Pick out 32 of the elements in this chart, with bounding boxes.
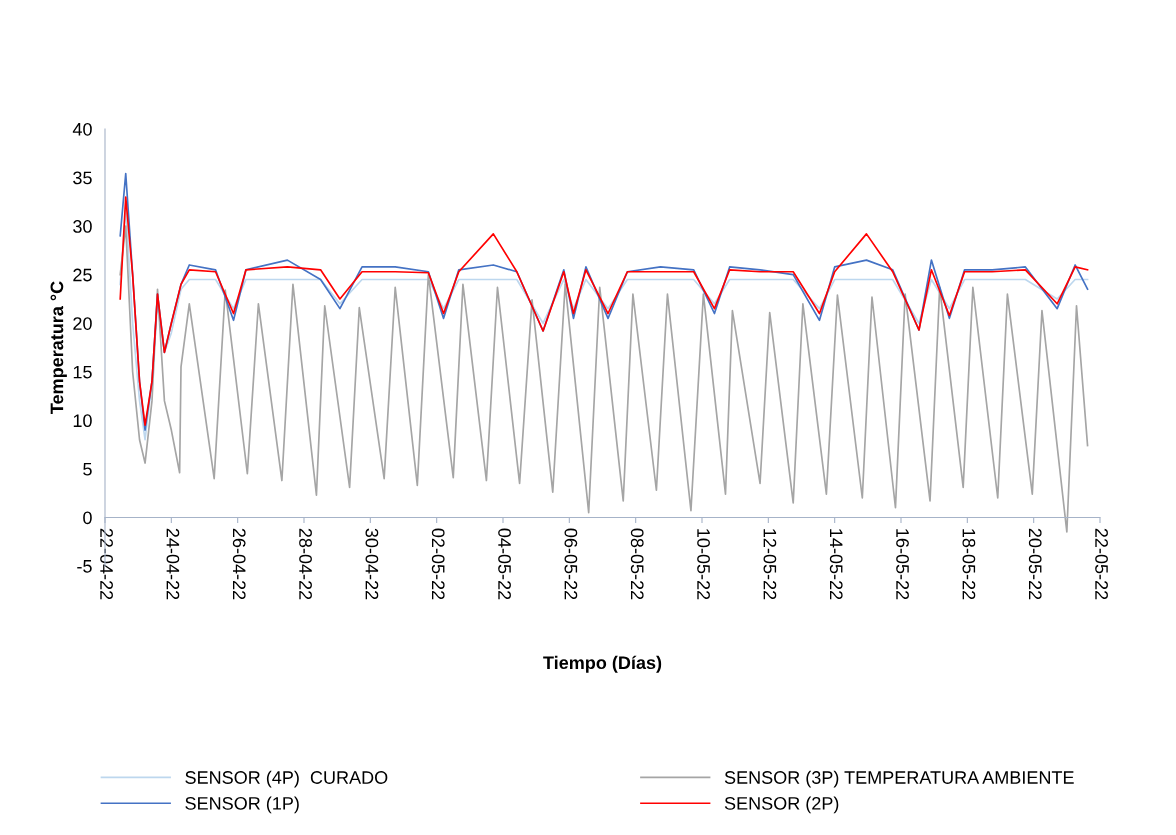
- y-tick-label: 10: [73, 414, 92, 428]
- y-tick-label: 30: [73, 220, 92, 233]
- y-tick-label: 15: [73, 365, 92, 379]
- x-tick-label: 24-04-22: [166, 528, 180, 600]
- x-tick-label: 26-04-22: [232, 528, 246, 600]
- x-tick-label: 20-05-22: [1028, 528, 1042, 600]
- x-tick-label: 04-05-22: [498, 528, 511, 600]
- y-tick-label: 25: [73, 268, 92, 282]
- x-tick-label: 28-04-22: [299, 528, 312, 600]
- x-tick-label: 30-04-22: [365, 528, 379, 600]
- x-axis-title: Tiempo (Días): [543, 655, 662, 673]
- y-tick-label: 0: [83, 511, 92, 525]
- x-tick-label: 12-05-22: [763, 529, 777, 600]
- legend-label: SENSOR (1P): [185, 796, 299, 814]
- x-tick-label: 06-05-22: [564, 528, 578, 600]
- y-tick-label: 5: [83, 463, 92, 476]
- y-tick-label: 20: [73, 317, 92, 330]
- legend-label: SENSOR (4P) CURADO: [185, 770, 388, 788]
- y-axis-title: Temperatura °C: [50, 281, 67, 414]
- x-tick-label: 14-05-22: [829, 529, 843, 600]
- x-tick-label: 16-05-22: [896, 529, 909, 600]
- legend-label: SENSOR (3P) TEMPERATURA AMBIENTE: [724, 770, 1074, 788]
- legend-label: SENSOR (2P): [724, 796, 839, 814]
- x-tick-label: 22-05-22: [1095, 528, 1108, 600]
- x-tick-label: 08-05-22: [630, 528, 644, 600]
- y-tick-label: 35: [73, 171, 92, 185]
- y-tick-label: -5: [77, 560, 92, 573]
- x-tick-label: 10-05-22: [697, 529, 710, 600]
- x-tick-label: 02-05-22: [431, 528, 445, 600]
- y-tick-label: 40: [72, 122, 92, 136]
- x-tick-label: 18-05-22: [962, 529, 976, 600]
- x-tick-label: 22-04-22: [100, 528, 113, 600]
